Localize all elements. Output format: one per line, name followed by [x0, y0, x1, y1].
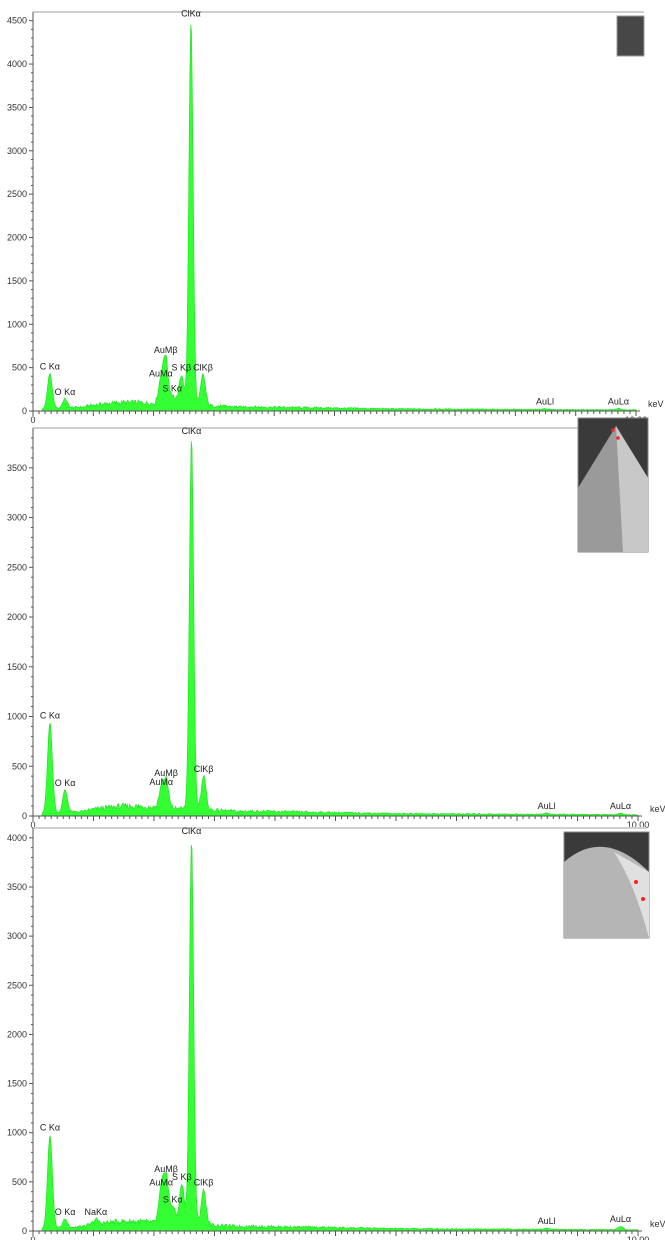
- peak-label: S Kβ: [171, 363, 191, 373]
- peak-label: AuLl: [536, 396, 554, 406]
- y-tick-label: 1500: [7, 662, 27, 672]
- x-axis-unit: keV: [650, 1219, 665, 1229]
- peak-label: ClKβ: [194, 764, 214, 774]
- eds-spectrum-panel-1: 050010001500200025003000350040004500010.…: [0, 0, 665, 425]
- peak-label: ClKβ: [194, 1178, 214, 1188]
- peak-label: C Kα: [40, 710, 60, 720]
- y-tick-label: 3500: [7, 102, 27, 112]
- peak-label: ClKα: [182, 426, 202, 436]
- x-start-label: 0: [30, 415, 35, 425]
- y-tick-label: 1000: [7, 712, 27, 722]
- x-end-label: 10.00: [627, 1235, 650, 1240]
- eds-spectrum-3: 0 500 1000 1500 2000 2500 3000 3500 4000 0 10.00 ke…: [7, 826, 665, 1240]
- spectrum-trace: [33, 844, 639, 1232]
- y-tick-label: 2500: [7, 980, 27, 990]
- y-tick-label: 500: [12, 363, 27, 373]
- peak-label: AuLl: [538, 801, 556, 811]
- y-tick-label: 0: [22, 406, 27, 416]
- y-tick-label: 2000: [7, 233, 27, 243]
- x-end-label: 10.00: [627, 820, 650, 830]
- y-tick-label: 4500: [7, 16, 27, 26]
- spectrum-trace: [33, 24, 637, 412]
- y-tick-label: 500: [12, 1177, 27, 1187]
- peak-label: ClKα: [181, 9, 201, 19]
- y-tick-label: 3500: [7, 463, 27, 473]
- y-tick-label: 4000: [7, 59, 27, 69]
- sem-inset-image: [563, 831, 650, 939]
- y-tick-label: 0: [22, 1226, 27, 1236]
- peak-label: AuLα: [608, 396, 629, 406]
- peak-label: ClKβ: [193, 363, 213, 373]
- sem-inset-image: [577, 417, 649, 553]
- peak-label: AuLα: [610, 801, 631, 811]
- y-tick-label: 1000: [7, 1128, 27, 1138]
- peak-label: AuLl: [538, 1216, 556, 1226]
- peak-label: S Kβ: [172, 1172, 192, 1182]
- eds-spectrum-1: 050010001500200025003000350040004500010.…: [7, 9, 664, 425]
- y-tick-label: 2000: [7, 612, 27, 622]
- y-tick-label: 3000: [7, 146, 27, 156]
- y-tick-label: 3500: [7, 882, 27, 892]
- y-tick-label: 4000: [7, 833, 27, 843]
- peak-label: AuMβ: [154, 345, 178, 355]
- peak-label: NaKα: [85, 1207, 108, 1217]
- y-tick-label: 3000: [7, 931, 27, 941]
- y-tick-label: 2500: [7, 562, 27, 572]
- peak-label: O Kα: [55, 387, 76, 397]
- y-tick-label: 1500: [7, 1079, 27, 1089]
- peak-label: C Kα: [40, 362, 60, 372]
- peak-label: AuMα: [149, 369, 173, 379]
- peak-label: O Kα: [55, 1207, 76, 1217]
- y-tick-label: 1500: [7, 276, 27, 286]
- peak-label: AuMα: [149, 1178, 173, 1188]
- peak-label: ClKα: [182, 826, 202, 836]
- peak-label: S Kα: [162, 383, 182, 393]
- eds-spectrum-panel-3: 0 500 1000 1500 2000 2500 3000 3500 4000 0 10.00 ke…: [0, 826, 665, 1240]
- y-tick-label: 3000: [7, 513, 27, 523]
- peak-label: C Kα: [40, 1123, 60, 1133]
- eds-spectrum-panel-2: 0 500 1000 1500 2000 2500 3000 3500 0 10.00 keV C K…: [0, 414, 665, 830]
- y-tick-label: 500: [12, 761, 27, 771]
- peak-label: AuLα: [610, 1214, 631, 1224]
- y-tick-label: 0: [22, 811, 27, 821]
- sem-inset-image: [616, 15, 645, 57]
- x-axis-unit: keV: [650, 804, 665, 814]
- peak-label: O Kα: [55, 778, 76, 788]
- x-start-label: 0: [30, 820, 35, 830]
- spectrum-trace: [33, 441, 639, 817]
- peak-label: AuMβ: [154, 768, 178, 778]
- peak-label: AuMα: [149, 777, 173, 787]
- peak-label: AuMβ: [154, 1164, 178, 1174]
- peak-label: S Kα: [163, 1194, 183, 1204]
- y-tick-label: 2500: [7, 189, 27, 199]
- y-tick-label: 1000: [7, 319, 27, 329]
- y-tick-label: 2000: [7, 1029, 27, 1039]
- x-start-label: 0: [30, 1235, 35, 1240]
- x-axis-unit: keV: [648, 399, 664, 409]
